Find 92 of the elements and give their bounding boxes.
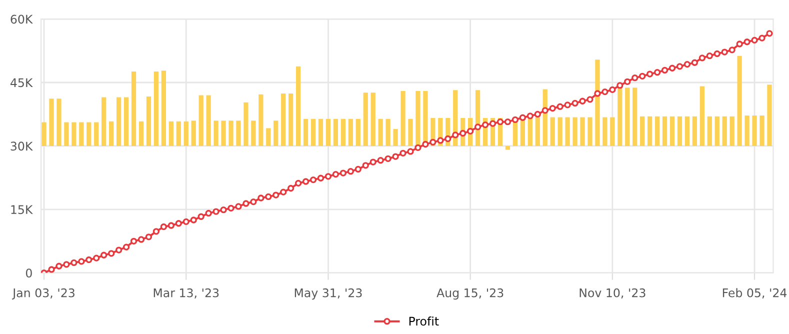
bar (221, 120, 226, 146)
bar (595, 60, 600, 146)
bar (281, 94, 286, 146)
y-tick-label: 60K (10, 14, 33, 24)
bar (348, 118, 353, 146)
bar (124, 97, 129, 146)
x-tick-label: May 31, '23 (294, 288, 362, 300)
bar (244, 102, 248, 146)
bar (228, 120, 234, 146)
bar (572, 117, 578, 146)
bar (752, 115, 757, 146)
bar (550, 117, 555, 146)
bar (206, 95, 211, 146)
y-tick-label: 45K (10, 78, 33, 88)
bar (625, 88, 630, 146)
x-tick-label: Feb 05, '24 (722, 288, 787, 298)
bar (102, 97, 106, 146)
bar (610, 117, 615, 146)
bar (505, 146, 510, 150)
bar (580, 117, 585, 146)
bar (116, 97, 122, 146)
bar (670, 116, 675, 146)
bar (86, 122, 92, 146)
bar (356, 118, 360, 146)
bar (333, 118, 338, 146)
bar (146, 96, 152, 146)
bar (236, 120, 241, 146)
bar (654, 116, 660, 146)
bar (722, 116, 727, 146)
bar (408, 118, 413, 146)
bar (296, 66, 301, 146)
bar (42, 122, 46, 146)
bar (363, 92, 368, 146)
bar (251, 120, 256, 146)
bar (684, 116, 690, 146)
x-tick-label: Jan 03, '23 (12, 288, 74, 300)
bar (310, 118, 316, 146)
bar (340, 118, 346, 146)
bar (400, 90, 406, 146)
bar (72, 122, 76, 146)
bar (198, 95, 204, 146)
bar (258, 94, 264, 146)
x-tick-label: Mar 13, '23 (154, 288, 219, 298)
bar (602, 117, 608, 146)
bar (154, 72, 159, 146)
x-tick-label: Aug 15, '23 (436, 288, 504, 300)
bar (79, 122, 84, 146)
y-tick-label: 15K (11, 205, 33, 214)
bar (378, 118, 383, 146)
bar (744, 115, 750, 146)
bar (303, 118, 308, 146)
bar (760, 115, 764, 146)
bar (184, 121, 188, 146)
bar (176, 121, 181, 146)
bar (662, 116, 668, 146)
bar (131, 72, 136, 146)
bar (707, 116, 712, 146)
bar (326, 118, 331, 146)
bar (214, 120, 218, 146)
bar (714, 116, 720, 146)
bar (56, 98, 62, 146)
bar (94, 122, 99, 146)
bar (109, 121, 114, 146)
bar (386, 118, 390, 146)
bar (138, 121, 144, 146)
bar (730, 116, 734, 146)
bar (677, 116, 682, 146)
x-tick-label: Nov 10, '23 (580, 288, 646, 298)
bar (274, 120, 278, 146)
bar (370, 92, 376, 146)
bar (393, 129, 398, 146)
bar (767, 84, 772, 146)
bar (288, 94, 294, 146)
bar (168, 121, 174, 146)
bar (700, 86, 704, 146)
y-tick-label: 0 (26, 268, 32, 278)
bar (565, 117, 570, 146)
legend-label: Profit (409, 316, 439, 326)
bar (648, 116, 652, 146)
bar (161, 70, 166, 146)
bar (588, 117, 592, 146)
bar (692, 116, 698, 146)
bar (49, 98, 54, 146)
bar (632, 88, 638, 146)
bar (318, 118, 324, 146)
bar (737, 56, 742, 146)
y-tick-label: 30K (10, 142, 33, 151)
bar (640, 116, 645, 146)
bar (266, 128, 271, 146)
bar (191, 120, 196, 146)
bar (64, 122, 69, 146)
bar (558, 117, 562, 146)
